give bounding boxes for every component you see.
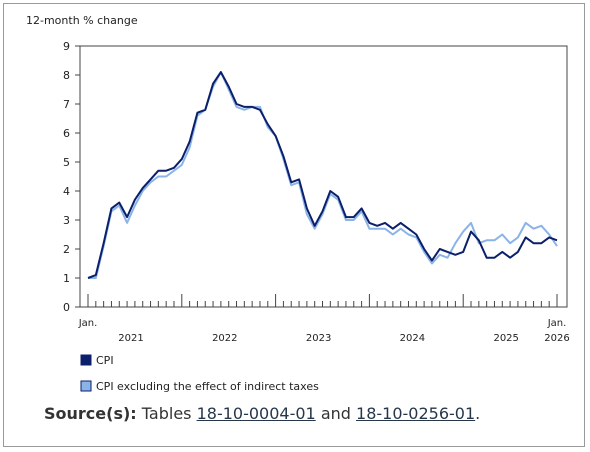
chart-frame — [3, 3, 585, 447]
x-label-end-month: Jan. — [547, 318, 567, 329]
series-lines — [87, 71, 558, 279]
y-tick-label: 6 — [63, 127, 70, 140]
x-label-year: 2026 — [544, 333, 569, 344]
x-label-start-month: Jan. — [78, 318, 98, 329]
y-tick-label: 8 — [63, 69, 70, 82]
x-axis-labels: Jan. Jan. 2021 2022 2023 2024 2025 2026 — [78, 318, 570, 344]
y-tick-label: 2 — [63, 243, 70, 256]
x-label-year: 2024 — [400, 333, 425, 344]
source-and: and — [320, 404, 351, 423]
y-tick-label: 5 — [63, 156, 70, 169]
series-line-cpi — [87, 71, 558, 279]
y-axis-ticks: 0 1 2 3 4 5 6 7 8 9 — [63, 40, 80, 314]
x-label-year: 2025 — [493, 333, 518, 344]
source-link-18-10-0004-01[interactable]: 18-10-0004-01 — [196, 404, 316, 423]
series-line-cpi-excl-indirect-taxes — [88, 71, 558, 279]
y-tick-label: 9 — [63, 40, 70, 53]
source-suffix: . — [475, 404, 481, 423]
legend-label-cpi-excl-indirect-taxes: CPI excluding the effect of indirect tax… — [96, 380, 319, 393]
y-axis-title: 12-month % change — [26, 14, 138, 27]
legend-swatch-cpi — [80, 354, 92, 366]
plot-area-frame — [79, 45, 568, 308]
x-axis-ticks — [87, 294, 558, 307]
source-label: Source(s): — [44, 404, 137, 423]
x-label-year: 2022 — [212, 333, 237, 344]
source-link-18-10-0256-01[interactable]: 18-10-0256-01 — [356, 404, 476, 423]
legend-label-cpi: CPI — [96, 354, 114, 367]
x-label-year: 2021 — [118, 333, 143, 344]
y-tick-label: 4 — [63, 185, 70, 198]
y-tick-label: 7 — [63, 98, 70, 111]
legend-swatch-cpi-excl-indirect-taxes — [80, 380, 92, 392]
x-label-year: 2023 — [306, 333, 331, 344]
source-line: Source(s): Tables 18-10-0004-01 and 18-1… — [44, 404, 480, 423]
legend: CPI CPI excluding the effect of indirect … — [80, 354, 319, 393]
source-prefix: Tables — [141, 404, 192, 423]
y-tick-label: 0 — [63, 301, 70, 314]
y-tick-label: 3 — [63, 214, 70, 227]
y-tick-label: 1 — [63, 272, 70, 285]
